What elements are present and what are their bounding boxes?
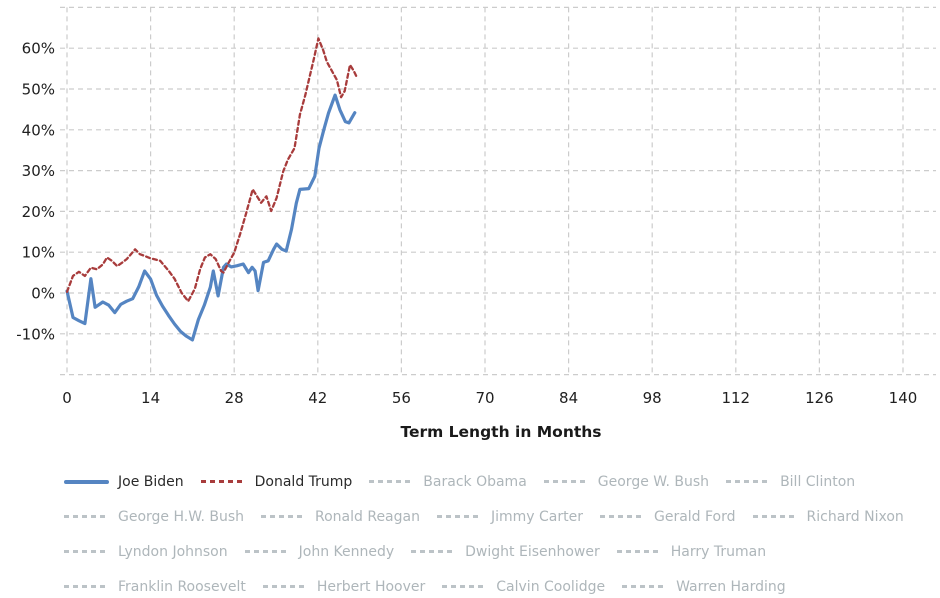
legend-label: Barack Obama <box>423 473 527 490</box>
legend-label: Lyndon Johnson <box>118 543 228 560</box>
legend-label: Ronald Reagan <box>315 508 420 525</box>
legend-swatch-bill-clinton <box>726 480 772 483</box>
legend-swatch-herbert-hoover <box>262 585 308 588</box>
legend-item-gerald-ford[interactable]: Gerald Ford <box>599 508 736 525</box>
legend-label: Dwight Eisenhower <box>465 543 600 560</box>
donald-trump-line[interactable] <box>65 37 358 303</box>
legend-item-bill-clinton[interactable]: Bill Clinton <box>726 475 855 489</box>
legend-label: Gerald Ford <box>653 508 736 525</box>
legend-item-barack-obama[interactable]: Barack Obama <box>369 473 527 490</box>
legend-label: Richard Nixon <box>806 508 904 525</box>
legend-swatch-joe-biden <box>64 479 109 484</box>
legend-label: Joe Biden <box>118 473 184 490</box>
legend-row: George H.W. Bush Ronald Reagan Jimmy Carte… <box>64 499 940 534</box>
y-tick-label: 10% <box>22 244 55 262</box>
legend-item-calvin-coolidge[interactable]: Calvin Coolidge <box>442 580 605 594</box>
x-tick-label: 70 <box>475 389 494 407</box>
legend-label: Jimmy Carter <box>490 508 583 525</box>
legend-item-franklin-roosevelt[interactable]: Franklin Roosevelt <box>64 580 246 594</box>
legend-swatch-jimmy-carter <box>436 515 482 518</box>
x-tick-label: 98 <box>643 389 662 407</box>
legend-item-george-h-w-bush[interactable]: George H.W. Bush <box>64 510 244 524</box>
y-tick-label: 30% <box>22 162 55 180</box>
y-tick-label: 60% <box>22 40 55 58</box>
x-tick-label: 42 <box>308 389 327 407</box>
x-tick-label: 126 <box>805 389 834 407</box>
legend-label: George W. Bush <box>597 473 710 490</box>
legend-item-george-w-bush[interactable]: George W. Bush <box>543 473 710 490</box>
x-axis-title: Term Length in Months <box>400 423 601 441</box>
y-tick-label: 20% <box>22 203 55 221</box>
legend-swatch-dwight-eisenhower <box>411 550 457 553</box>
x-tick-label: 84 <box>559 389 578 407</box>
legend-label: George H.W. Bush <box>118 508 244 525</box>
legend-item-richard-nixon[interactable]: Richard Nixon <box>752 508 904 525</box>
legend-label: Donald Trump <box>254 473 353 490</box>
x-axis-labels: 0 14 28 42 56 70 84 98 112 126 140 <box>62 389 917 407</box>
legend-item-dwight-eisenhower[interactable]: Dwight Eisenhower <box>411 545 600 559</box>
legend-item-ronald-reagan[interactable]: Ronald Reagan <box>261 510 420 524</box>
legend-swatch-george-w-bush <box>543 480 589 483</box>
y-axis-labels: -10% 0% 10% 20% 30% 40% 50% 60% <box>16 40 55 344</box>
series-lines <box>65 37 358 342</box>
legend-label: John Kennedy <box>298 543 395 560</box>
legend-item-jimmy-carter[interactable]: Jimmy Carter <box>436 508 583 525</box>
legend-row: Joe Biden Donald Trump Barack Obama George … <box>64 464 940 499</box>
y-tick-label: -10% <box>16 325 55 343</box>
legend-label: Bill Clinton <box>780 473 856 490</box>
legend-item-john-kennedy[interactable]: John Kennedy <box>244 543 395 560</box>
x-tick-label: 14 <box>141 389 160 407</box>
legend-item-lyndon-johnson[interactable]: Lyndon Johnson <box>64 545 228 559</box>
legend-item-joe-biden[interactable]: Joe Biden <box>64 475 184 489</box>
chart-area: -10% 0% 10% 20% 30% 40% 50% 60% 0 14 28 42 56 70 84 98… <box>16 6 936 441</box>
x-tick-label: 112 <box>721 389 750 407</box>
y-tick-label: 50% <box>22 81 55 99</box>
joe-biden-line[interactable] <box>65 93 357 342</box>
legend-label: Warren Harding <box>676 578 786 595</box>
x-tick-label: 140 <box>889 389 918 407</box>
y-tick-label: 0% <box>31 285 55 303</box>
x-tick-label: 56 <box>392 389 411 407</box>
legend-swatch-donald-trump <box>200 480 246 483</box>
legend-swatch-ronald-reagan <box>261 515 306 518</box>
legend-label: Herbert Hoover <box>316 578 426 595</box>
legend-swatch-harry-truman <box>616 550 662 553</box>
x-tick-label: 0 <box>62 389 72 407</box>
legend-row: Franklin Roosevelt Herbert Hoover Calvin C… <box>64 569 940 598</box>
legend-item-warren-harding[interactable]: Warren Harding <box>622 580 786 594</box>
gridlines <box>60 6 936 376</box>
legend-label: Franklin Roosevelt <box>118 578 246 595</box>
legend-swatch-john-kennedy <box>244 550 290 553</box>
legend: Joe Biden Donald Trump Barack Obama George … <box>64 464 940 598</box>
legend-item-donald-trump[interactable]: Donald Trump <box>200 473 353 490</box>
legend-item-herbert-hoover[interactable]: Herbert Hoover <box>262 578 426 595</box>
legend-row: Lyndon Johnson John Kennedy Dwight Eisenho… <box>64 534 940 569</box>
legend-item-harry-truman[interactable]: Harry Truman <box>616 543 767 560</box>
chart-svg: -10% 0% 10% 20% 30% 40% 50% 60% 0 14 28 42 56 70 84 98… <box>16 6 936 441</box>
legend-label: Harry Truman <box>670 543 767 560</box>
y-tick-label: 40% <box>22 121 55 139</box>
legend-swatch-barack-obama <box>369 480 415 483</box>
x-tick-label: 28 <box>225 389 244 407</box>
legend-swatch-gerald-ford <box>599 515 645 518</box>
legend-swatch-warren-harding <box>622 585 668 588</box>
legend-swatch-richard-nixon <box>752 515 798 518</box>
legend-swatch-lyndon-johnson <box>64 550 109 553</box>
legend-swatch-franklin-roosevelt <box>64 585 109 588</box>
legend-label: Calvin Coolidge <box>496 578 606 595</box>
legend-swatch-calvin-coolidge <box>442 585 488 588</box>
legend-swatch-george-h-w-bush <box>64 515 109 518</box>
